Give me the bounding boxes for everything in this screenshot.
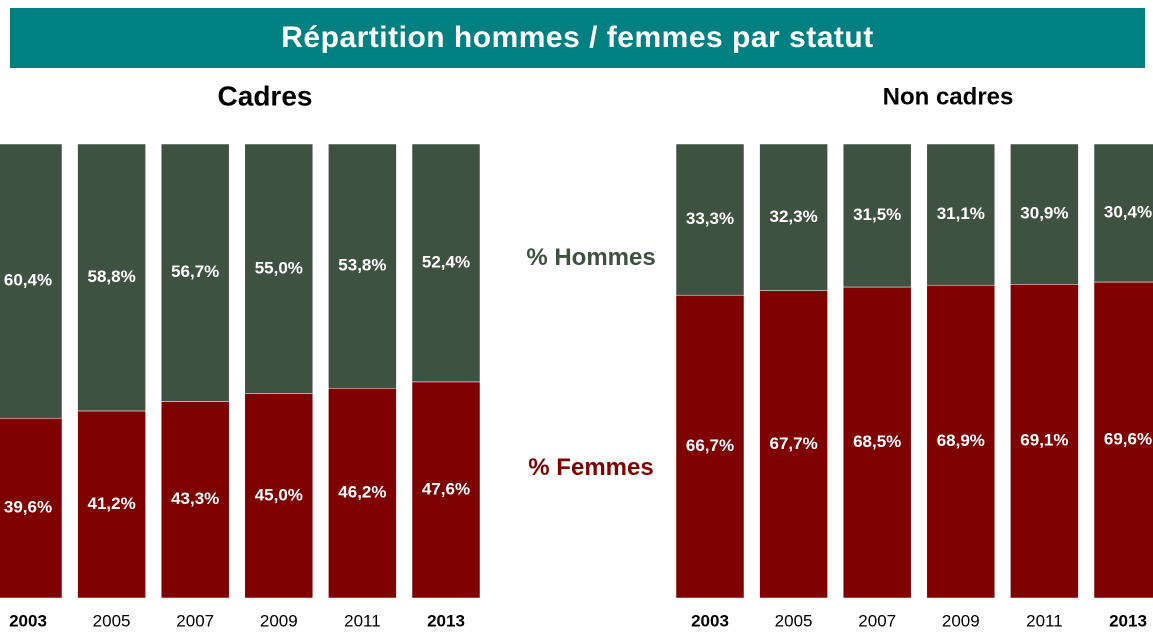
x-tick-label: 2011 (1026, 611, 1063, 630)
value-label: 52,4% (422, 252, 470, 271)
bar-segment (842, 286, 912, 599)
legend-femmes: % Femmes (528, 454, 654, 481)
value-label: 30,9% (1020, 204, 1068, 223)
value-label: 39,6% (4, 498, 52, 517)
bar-segment (842, 143, 912, 288)
bar-segment (1093, 143, 1153, 283)
bar-segment (1093, 281, 1153, 599)
x-tick-label: 2007 (176, 611, 214, 630)
value-label: 30,4% (1104, 202, 1152, 221)
value-label: 58,8% (87, 267, 135, 286)
bar-segment (328, 143, 397, 389)
x-tick-label: 2007 (858, 611, 896, 630)
bar-segment (77, 143, 146, 412)
value-label: 31,5% (853, 205, 901, 224)
bar-segment (160, 401, 230, 599)
x-tick-label: 2005 (93, 611, 131, 630)
x-tick-label: 2013 (1109, 611, 1147, 630)
value-label: 43,3% (171, 489, 219, 508)
bar-segment (0, 417, 63, 599)
bar-segment (926, 143, 996, 286)
bar-segment (77, 410, 146, 599)
x-tick-label: 2009 (942, 611, 980, 630)
value-label: 68,5% (853, 432, 901, 451)
value-label: 45,0% (255, 485, 303, 504)
bar-segment (411, 381, 481, 599)
value-label: 67,7% (769, 434, 817, 453)
value-label: 33,3% (686, 209, 734, 228)
value-label: 69,6% (1104, 429, 1152, 448)
value-label: 55,0% (255, 258, 303, 277)
title-banner: Répartition hommes / femmes par statut (10, 8, 1145, 68)
bar-segment (926, 284, 996, 599)
value-label: 69,1% (1020, 431, 1068, 450)
bar-segment (759, 143, 828, 291)
bar-segment (328, 388, 397, 599)
value-label: 31,1% (937, 204, 985, 223)
value-label: 60,4% (4, 271, 52, 290)
bar-segment (759, 290, 828, 599)
x-tick-label: 2011 (344, 611, 381, 630)
legend-hommes: % Hommes (526, 244, 656, 271)
x-tick-label: 2013 (427, 611, 465, 630)
bar-segment (1010, 143, 1079, 285)
value-label: 68,9% (937, 431, 985, 450)
bar-segment (0, 143, 63, 419)
value-label: 41,2% (87, 494, 135, 513)
chart-subtitle: Cadres (218, 80, 313, 111)
x-tick-label: 2003 (691, 611, 729, 630)
value-label: 66,7% (686, 436, 734, 455)
bar-segment (675, 143, 745, 296)
bar-segment (675, 294, 745, 599)
value-label: 47,6% (422, 479, 470, 498)
x-tick-label: 2009 (260, 611, 298, 630)
bar-segment (160, 143, 230, 402)
value-label: 32,3% (769, 207, 817, 226)
bar-segment (244, 143, 314, 394)
x-tick-label: 2003 (9, 611, 47, 630)
bar-segment (411, 143, 481, 383)
x-tick-label: 2005 (775, 611, 813, 630)
value-label: 53,8% (338, 256, 386, 275)
value-label: 46,2% (338, 483, 386, 502)
chart-subtitle: Non cadres (883, 83, 1014, 110)
bar-segment (244, 393, 314, 599)
value-label: 56,7% (171, 262, 219, 281)
bar-segment (1010, 284, 1079, 599)
